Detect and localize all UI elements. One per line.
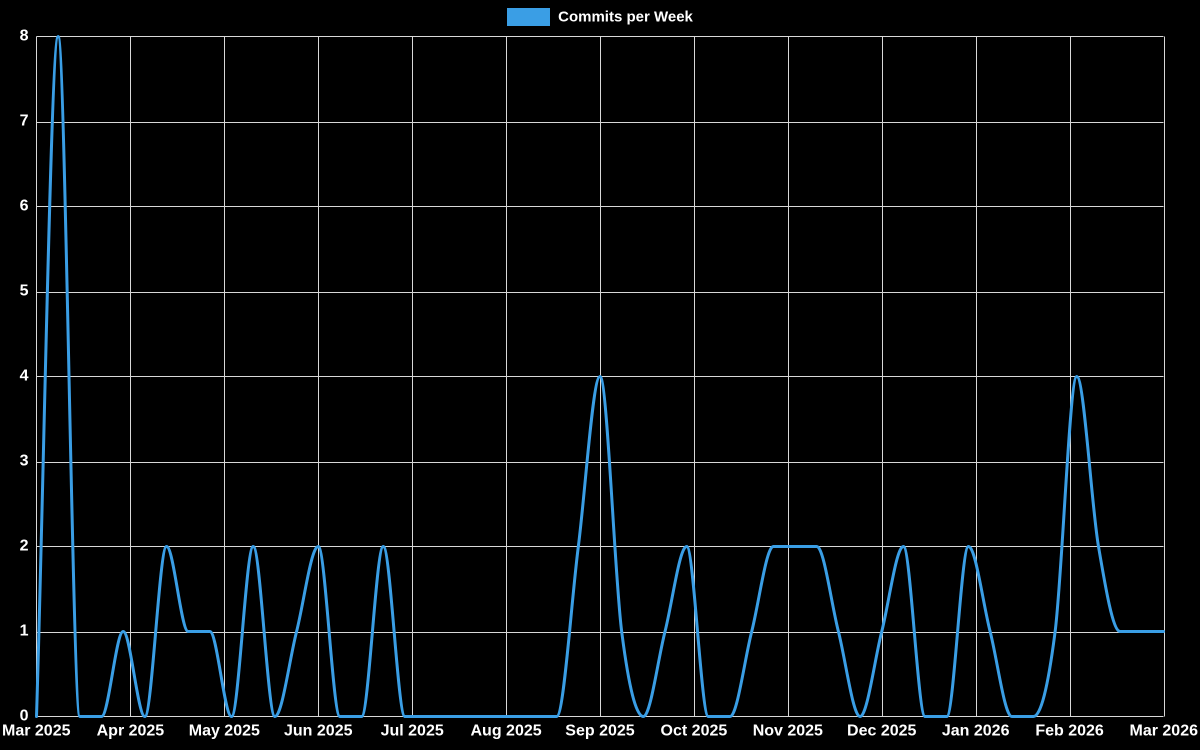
svg-text:1: 1 — [20, 623, 29, 640]
svg-text:8: 8 — [20, 28, 29, 45]
svg-text:Jun 2025: Jun 2025 — [284, 723, 353, 740]
svg-text:Apr 2025: Apr 2025 — [97, 723, 165, 740]
svg-text:Jul 2025: Jul 2025 — [381, 723, 444, 740]
svg-text:3: 3 — [20, 453, 29, 470]
svg-text:Feb 2026: Feb 2026 — [1035, 723, 1104, 740]
svg-text:Dec 2025: Dec 2025 — [847, 723, 916, 740]
svg-text:Mar 2025: Mar 2025 — [2, 723, 71, 740]
svg-text:7: 7 — [20, 113, 29, 130]
svg-text:Oct 2025: Oct 2025 — [661, 723, 728, 740]
svg-text:6: 6 — [20, 198, 29, 215]
svg-text:Jan 2026: Jan 2026 — [942, 723, 1010, 740]
svg-text:Nov 2025: Nov 2025 — [753, 723, 823, 740]
svg-text:2: 2 — [20, 538, 29, 555]
svg-text:Aug 2025: Aug 2025 — [471, 723, 542, 740]
svg-text:Mar 2026: Mar 2026 — [1130, 723, 1199, 740]
svg-text:4: 4 — [20, 368, 29, 385]
svg-text:5: 5 — [20, 283, 29, 300]
svg-text:Sep 2025: Sep 2025 — [565, 723, 634, 740]
svg-text:May 2025: May 2025 — [189, 723, 260, 740]
